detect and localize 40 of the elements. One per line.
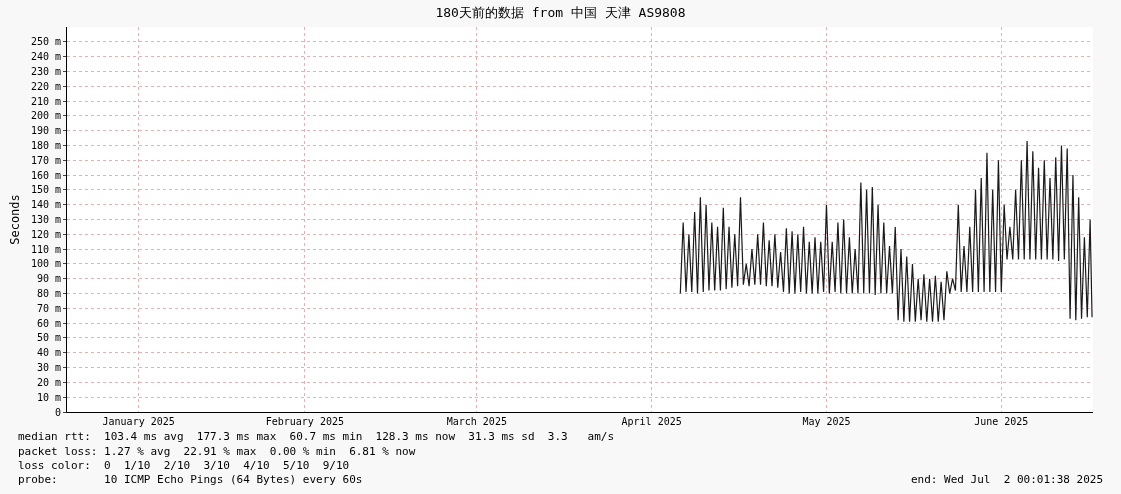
y-tick-label: 0 bbox=[54, 406, 61, 418]
x-tick-label: January 2025 bbox=[102, 416, 175, 427]
text: probe: 10 ICMP Echo Pings (64 Bytes) every 60s bbox=[18, 473, 363, 486]
y-tick-label: 50 m bbox=[36, 332, 61, 344]
y-tick-label: 150 m bbox=[30, 184, 61, 196]
y-tick-label: 190 m bbox=[30, 125, 61, 137]
y-tick-label: 220 m bbox=[30, 80, 61, 92]
y-tick-label: 210 m bbox=[30, 95, 61, 107]
y-tick-label: 20 m bbox=[36, 376, 61, 388]
y-tick-label: 230 m bbox=[30, 65, 61, 77]
y-tick-label: 160 m bbox=[30, 169, 61, 181]
y-tick-label: 90 m bbox=[36, 273, 61, 285]
y-tick-label: 40 m bbox=[36, 347, 61, 359]
x-tick-label: February 2025 bbox=[265, 416, 345, 427]
text: median rtt: 103.4 ms avg 177.3 ms max 60.7 ms min 128.3 ms now 31.3 ms sd 3.3 am/s bbox=[18, 430, 615, 443]
y-tick-label: 140 m bbox=[30, 199, 61, 211]
y-axis-title: Seconds bbox=[8, 194, 23, 245]
y-tick-label: 30 m bbox=[36, 362, 61, 374]
text: end: Wed Jul 2 00:01:38 2025 bbox=[911, 473, 1104, 486]
y-tick-label: 100 m bbox=[30, 258, 61, 270]
y-tick-label: 80 m bbox=[36, 288, 61, 300]
y-tick-label: 240 m bbox=[30, 51, 61, 63]
y-tick-label: 120 m bbox=[30, 228, 61, 240]
chart-title: 180天前的数据 from 中国 天津 AS9808 bbox=[435, 5, 686, 21]
y-tick-label: 70 m bbox=[36, 302, 61, 314]
y-tick-label: 60 m bbox=[36, 317, 61, 329]
x-tick-label: March 2025 bbox=[446, 416, 507, 427]
x-tick-label: June 2025 bbox=[974, 416, 1029, 427]
y-tick-label: 10 m bbox=[36, 391, 61, 403]
y-tick-label: 130 m bbox=[30, 214, 61, 225]
text: loss color: 0 1/10 2/10 3/10 4/10 5/10 9/10 bbox=[18, 459, 350, 472]
text: packet loss: 1.27 % avg 22.91 % max 0.00 % min 6.81 % now bbox=[18, 445, 416, 458]
x-tick-label: April 2025 bbox=[621, 416, 682, 427]
x-tick-label: May 2025 bbox=[802, 416, 851, 427]
y-tick-label: 180 m bbox=[30, 139, 61, 151]
y-tick-label: 110 m bbox=[30, 243, 61, 255]
y-tick-label: 170 m bbox=[30, 154, 61, 166]
y-tick-label: 250 m bbox=[30, 36, 61, 48]
line-series bbox=[679, 140, 1093, 323]
y-tick-label: 200 m bbox=[30, 110, 61, 122]
